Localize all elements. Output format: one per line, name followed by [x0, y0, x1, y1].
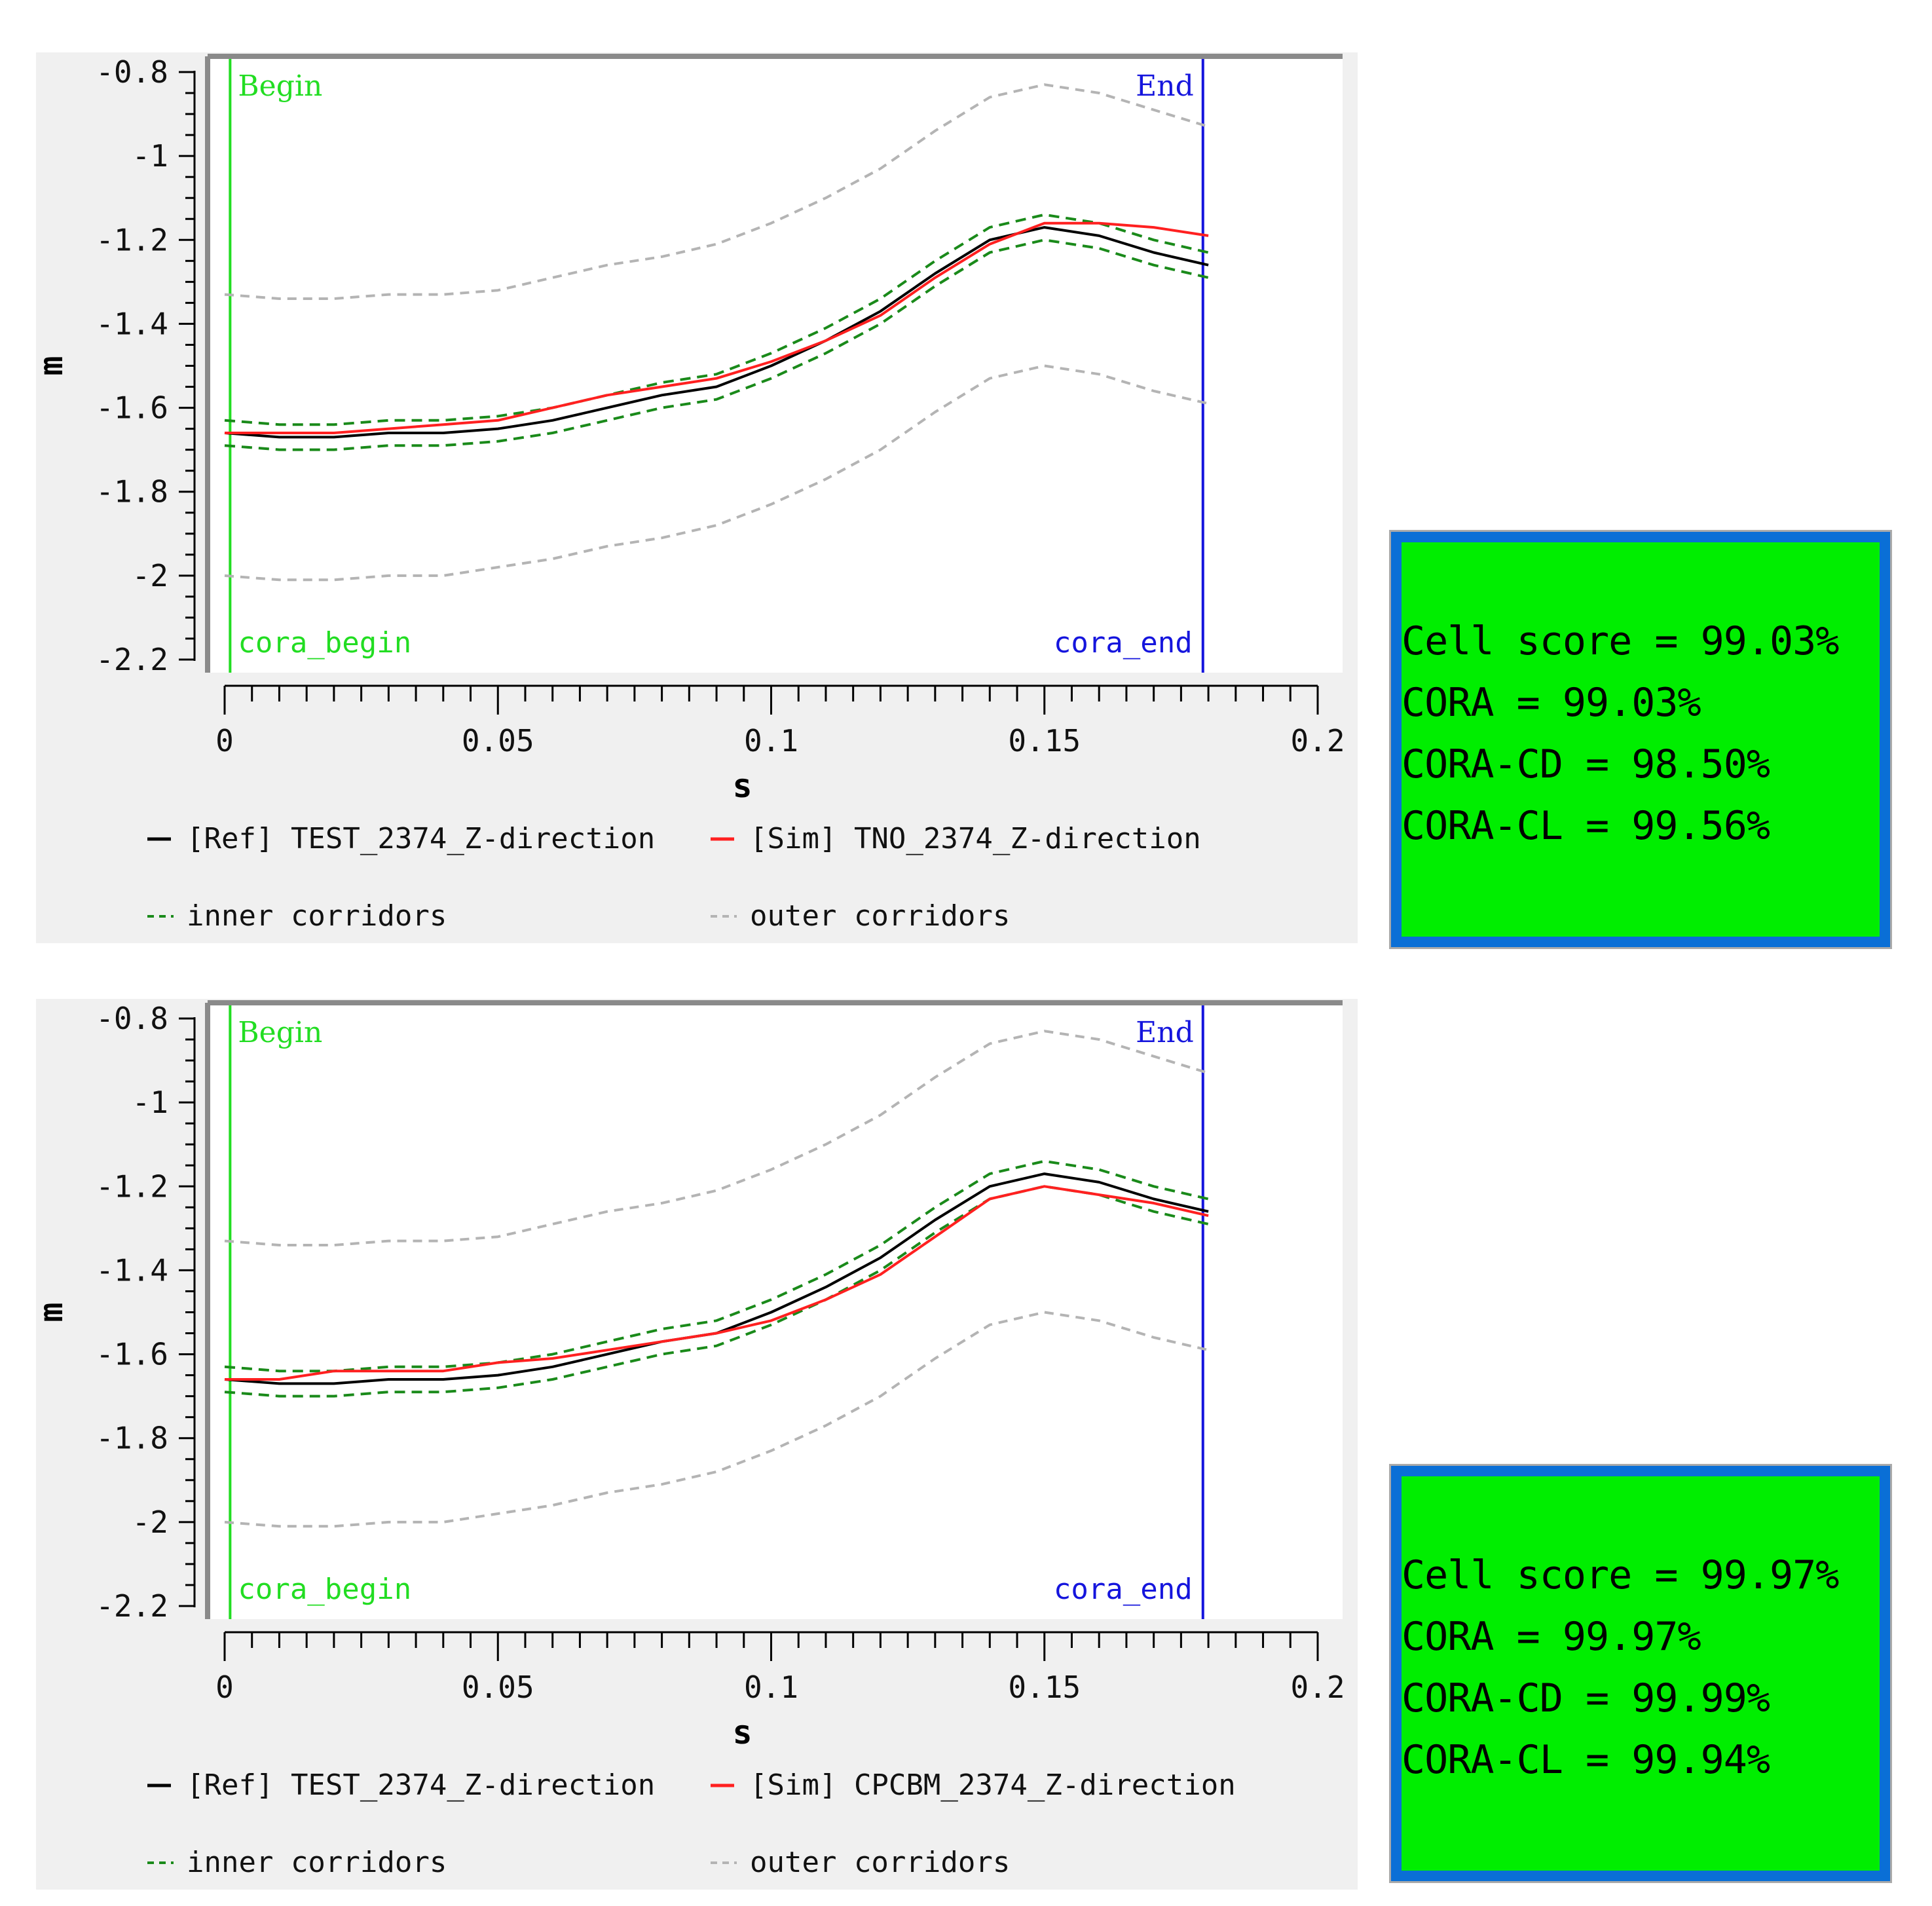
- cora-cl-text: CORA-CL = 99.94%: [1402, 1737, 1770, 1783]
- x-tick-label: 0.2: [1290, 723, 1345, 758]
- score-box-bottom: Cell score = 99.97% CORA = 99.97% CORA-C…: [1389, 1464, 1892, 1883]
- cora-begin-label: cora_begin: [238, 1573, 411, 1606]
- cora-end-label: cora_end: [1054, 1573, 1193, 1606]
- y-tick-label: -1.4: [96, 1252, 168, 1288]
- y-tick-label: -0.8: [96, 1001, 168, 1036]
- y-tick-label: -1.8: [96, 1421, 168, 1456]
- x-tick-label: 0: [215, 1670, 234, 1705]
- score-box-top: Cell score = 99.03% CORA = 99.03% CORA-C…: [1389, 530, 1892, 949]
- legend-ref-label: [Ref] TEST_2374_Z-direction: [187, 1768, 655, 1802]
- y-axis-label: m: [36, 356, 70, 375]
- y-tick-label: -2.2: [96, 642, 168, 677]
- x-tick-label: 0.15: [1008, 723, 1081, 758]
- x-axis-label: s: [732, 767, 752, 805]
- chart-bottom: -0.8 -1 -1.2 -1.4 -1.6 -1.8 -2 -2.2 m 0 0.05 0.1 0.1…: [36, 1000, 1345, 1879]
- cora-text: CORA = 99.97%: [1402, 1614, 1701, 1660]
- y-tick-label: -1: [132, 1085, 168, 1120]
- x-tick-label: 0: [215, 723, 234, 758]
- series-sim-line: [225, 1185, 1209, 1381]
- y-tick-label: -1.6: [96, 1337, 168, 1372]
- x-tick-label: 0.1: [744, 1670, 798, 1705]
- series-outer-line: [224, 1311, 1209, 1528]
- y-tick-label: -2.2: [96, 1588, 168, 1624]
- end-label: End: [1136, 1016, 1194, 1049]
- y-tick-label: -1.2: [96, 222, 168, 257]
- cora-cl-text: CORA-CL = 99.56%: [1402, 803, 1770, 849]
- chart-panel-top: -0.8 -1 -1.2 -1.4 -1.6 -1.8 -2 -2.2 m 0 0.05 0.1 0.1…: [36, 52, 1358, 943]
- cora-text: CORA = 99.03%: [1402, 680, 1701, 726]
- cora-cd-text: CORA-CD = 99.99%: [1402, 1675, 1770, 1721]
- x-axis-label: s: [732, 1713, 752, 1751]
- y-tick-label: -1: [132, 138, 168, 174]
- x-tick-label: 0.15: [1008, 1670, 1081, 1705]
- begin-label: Begin: [238, 1016, 322, 1049]
- y-axis-label: m: [36, 1302, 70, 1322]
- cora-cd-text: CORA-CD = 98.50%: [1402, 741, 1770, 787]
- series-inner-line: [224, 213, 1209, 426]
- cell-score-text: Cell score = 99.97%: [1402, 1552, 1839, 1598]
- x-tick-label: 0.2: [1290, 1670, 1345, 1705]
- series-inner-line: [224, 1159, 1209, 1373]
- chart-top: -0.8 -1 -1.2 -1.4 -1.6 -1.8 -2 -2.2 m 0 0.05 0.1 0.1…: [36, 54, 1345, 933]
- x-tick-label: 0.05: [462, 1670, 534, 1705]
- y-tick-label: -1.8: [96, 474, 168, 510]
- legend-inner-label: inner corridors: [187, 899, 447, 933]
- y-tick-label: -1.6: [96, 390, 168, 426]
- legend-ref-label: [Ref] TEST_2374_Z-direction: [187, 822, 655, 855]
- chart-panel-bottom: -0.8 -1 -1.2 -1.4 -1.6 -1.8 -2 -2.2 m 0 0.05 0.1 0.1…: [36, 999, 1358, 1890]
- end-label: End: [1136, 69, 1194, 103]
- x-tick-label: 0.05: [462, 723, 534, 758]
- y-tick-label: -1.4: [96, 306, 168, 341]
- series-outer-line: [224, 364, 1209, 582]
- y-tick-label: -0.8: [96, 54, 168, 90]
- legend-sim-label: [Sim] CPCBM_2374_Z-direction: [750, 1768, 1236, 1802]
- x-tick-label: 0.1: [744, 723, 798, 758]
- series-outer-line: [224, 1030, 1209, 1246]
- legend-inner-label: inner corridors: [187, 1846, 447, 1879]
- cora-end-label: cora_end: [1054, 626, 1193, 660]
- y-tick-label: -1.2: [96, 1168, 168, 1204]
- legend-outer-label: outer corridors: [750, 1846, 1010, 1879]
- cora-begin-label: cora_begin: [238, 626, 411, 660]
- begin-label: Begin: [238, 69, 322, 103]
- series-outer-line: [224, 83, 1209, 300]
- legend-outer-label: outer corridors: [750, 899, 1010, 933]
- series-sim-line: [225, 221, 1209, 434]
- series-ref-line: [224, 226, 1209, 439]
- legend-sim-label: [Sim] TNO_2374_Z-direction: [750, 822, 1201, 855]
- y-tick-label: -2: [132, 1504, 168, 1540]
- y-tick-label: -2: [132, 558, 168, 593]
- series-inner-line: [224, 1185, 1209, 1398]
- cell-score-text: Cell score = 99.03%: [1402, 618, 1839, 664]
- series-inner-line: [224, 238, 1209, 451]
